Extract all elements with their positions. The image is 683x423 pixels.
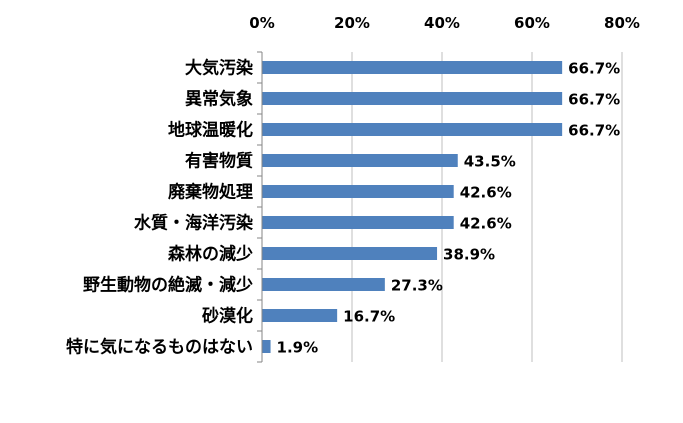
bar — [262, 123, 563, 136]
bar — [262, 340, 271, 353]
category-label: 砂漠化 — [202, 306, 253, 327]
bar — [262, 278, 385, 291]
data-label: 66.7% — [568, 60, 620, 78]
data-label: 27.3% — [391, 277, 443, 295]
bar — [262, 216, 454, 229]
data-label: 16.7% — [343, 308, 395, 326]
data-label: 66.7% — [568, 91, 620, 109]
bar — [262, 309, 338, 322]
data-label: 66.7% — [568, 122, 620, 140]
data-labels: 66.7% 66.7% 66.7% 43.5% 42.6% 42.6% 38.9%27.3%… — [277, 60, 621, 357]
bar — [262, 247, 438, 260]
category-label: 異常気象 — [185, 89, 253, 110]
data-label: 43.5% — [464, 153, 516, 171]
x-tick-label: 0% — [249, 14, 274, 32]
bar — [262, 92, 563, 105]
category-label: 森林の減少 — [168, 244, 253, 265]
data-label: 42.6% — [460, 215, 512, 233]
x-axis-ticks: 0% 20% 40% 60% 80% — [249, 14, 640, 32]
x-tick-label: 60% — [514, 14, 550, 32]
category-label: 廃棄物処理 — [168, 182, 253, 203]
data-label: 1.9% — [277, 339, 319, 357]
data-label: 38.9% — [443, 246, 495, 264]
x-tick-label: 80% — [604, 14, 640, 32]
category-label: 地球温暖化 — [168, 120, 253, 141]
category-labels: 大気汚染異常気象地球温暖化有害物質廃棄物処理水質・海洋汚染森林の減少野生動物の絶… — [66, 58, 253, 358]
x-tick-label: 20% — [334, 14, 370, 32]
category-label: 大気汚染 — [185, 58, 253, 79]
category-label: 特に気になるものはない — [66, 337, 253, 358]
bar — [262, 61, 563, 74]
data-label: 42.6% — [460, 184, 512, 202]
category-label: 野生動物の絶滅・減少 — [83, 275, 253, 296]
category-label: 有害物質 — [185, 151, 253, 172]
bar — [262, 154, 458, 167]
category-label: 水質・海洋汚染 — [134, 213, 253, 234]
x-tick-label: 40% — [424, 14, 460, 32]
bar — [262, 185, 454, 198]
bars — [257, 51, 563, 363]
